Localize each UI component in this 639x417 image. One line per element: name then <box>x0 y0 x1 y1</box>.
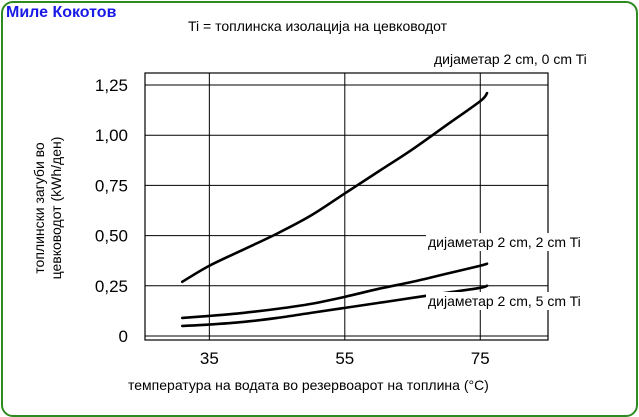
series-label-3: дијаметар 2 cm, 5 cm Ti <box>428 293 581 309</box>
x-tick-label: 55 <box>335 349 354 368</box>
y-tick-label: 0 <box>119 327 128 346</box>
x-tick-label: 35 <box>200 349 219 368</box>
y-tick-label: 0,50 <box>95 227 128 246</box>
y-tick-label: 0,25 <box>95 277 128 296</box>
y-tick-label: 1,25 <box>95 76 128 95</box>
legend-note: Ti = топлинска изолација на цевководот <box>188 18 448 34</box>
y-tick-label: 1,00 <box>95 126 128 145</box>
series-label-2: дијаметар 2 cm, 2 cm Ti <box>428 234 581 250</box>
x-axis-label: температура на водата во резервоарот на … <box>128 377 489 393</box>
series-line-1 <box>180 91 489 284</box>
series-label-background <box>426 292 583 310</box>
x-tick-label: 75 <box>471 349 490 368</box>
series-line-3 <box>180 284 489 328</box>
series-line-2 <box>180 262 489 320</box>
author-name: Миле Кокотов <box>6 4 117 21</box>
y-tick-label: 0,75 <box>95 176 128 195</box>
series-label-1: дијаметар 2 cm, 0 cm Ti <box>434 51 587 67</box>
series-label-background <box>426 233 583 251</box>
plot-area-border <box>144 72 549 341</box>
